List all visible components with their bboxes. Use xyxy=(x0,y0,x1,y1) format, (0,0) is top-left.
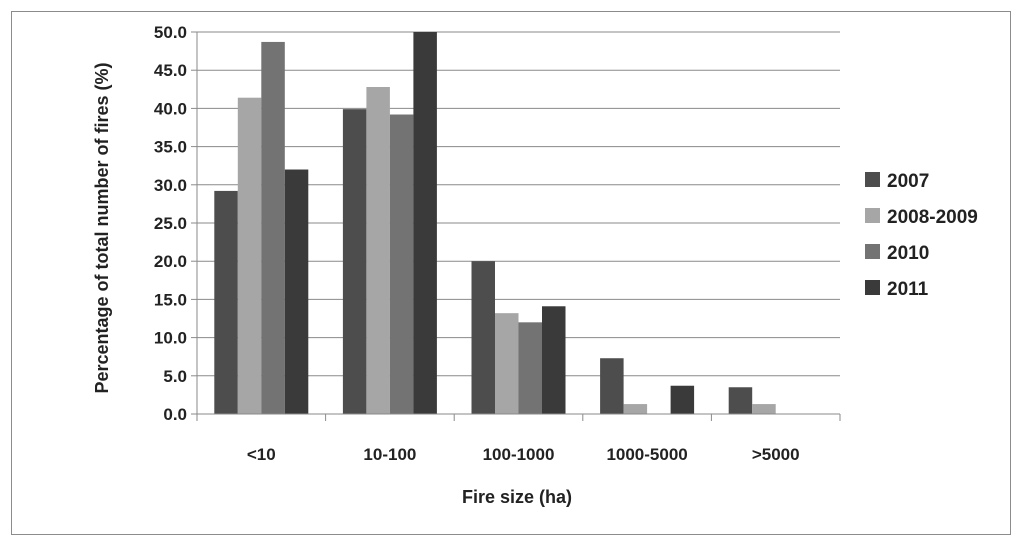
bar xyxy=(600,358,624,414)
legend-swatch xyxy=(865,208,880,223)
y-tick-labels: 0.0 5.0 10.0 15.0 20.0 25.0 30.0 35.0 40.0 45.0 50… xyxy=(154,23,187,424)
bar xyxy=(518,322,542,414)
bar xyxy=(214,190,238,414)
bar xyxy=(495,313,519,414)
x-tick-label: >5000 xyxy=(752,445,800,464)
axes xyxy=(196,32,841,421)
x-tick-label: 10-100 xyxy=(363,445,416,464)
x-tick-label: 1000-5000 xyxy=(606,445,687,464)
bar xyxy=(342,109,367,414)
bar xyxy=(366,87,390,415)
bars xyxy=(214,32,776,415)
y-axis-title: Percentage of total number of fires (%) xyxy=(92,62,112,393)
chart-frame xyxy=(11,11,1011,535)
x-axis-title: Fire size (ha) xyxy=(462,487,572,507)
bar xyxy=(542,306,566,414)
x-tick-label: 100-1000 xyxy=(483,445,555,464)
legend: 2007 2008-2009 2010 2011 xyxy=(865,171,978,300)
y-tick-label: 35.0 xyxy=(154,138,187,157)
y-tick-label: 0.0 xyxy=(163,405,187,424)
legend-label: 2011 xyxy=(887,279,929,300)
x-tick-labels: <10 10-100 100-1000 1000-5000 >5000 xyxy=(247,445,800,464)
y-tick-label: 50.0 xyxy=(154,23,187,42)
bar xyxy=(670,385,695,414)
bar xyxy=(471,261,495,414)
legend-swatch xyxy=(865,280,880,295)
y-tick-label: 5.0 xyxy=(163,367,187,386)
bar xyxy=(752,404,776,414)
y-tick-label: 30.0 xyxy=(154,176,187,195)
y-tick-label: 40.0 xyxy=(154,99,187,118)
legend-label: 2008-2009 xyxy=(887,207,978,228)
bar xyxy=(389,114,414,415)
y-tick-label: 20.0 xyxy=(154,252,187,271)
bar xyxy=(237,97,262,414)
legend-label: 2010 xyxy=(887,243,929,264)
bar xyxy=(284,169,309,414)
legend-swatch xyxy=(865,244,880,259)
bar xyxy=(261,41,285,414)
y-tick-label: 10.0 xyxy=(154,329,187,348)
y-tick-label: 45.0 xyxy=(154,61,187,80)
bar xyxy=(623,404,648,414)
legend-swatch xyxy=(865,172,880,187)
bar xyxy=(413,32,437,414)
legend-label: 2007 xyxy=(887,171,929,192)
bar xyxy=(728,387,753,414)
y-tick-label: 25.0 xyxy=(154,214,187,233)
x-tick-label: <10 xyxy=(247,445,276,464)
y-tick-label: 15.0 xyxy=(154,290,187,309)
